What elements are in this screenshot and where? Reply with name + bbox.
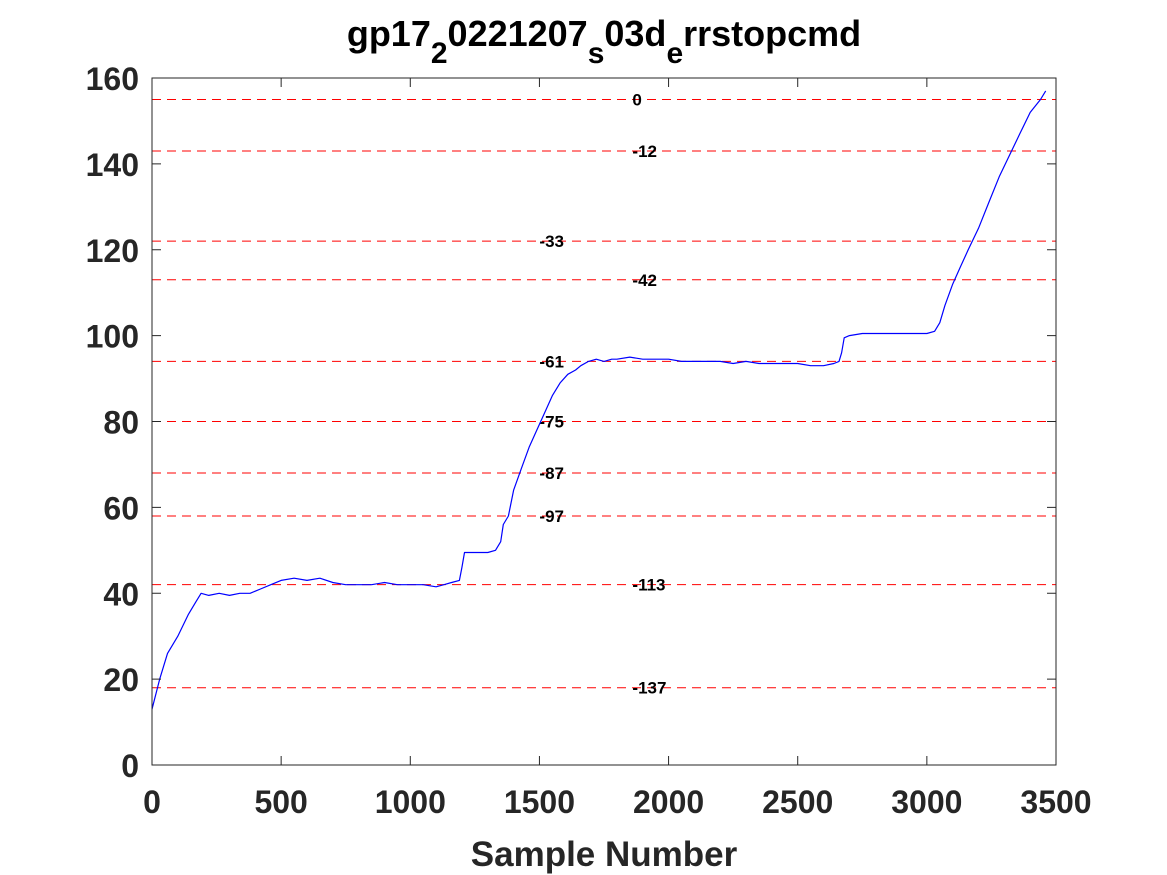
reference-line-label: 0	[632, 90, 641, 109]
title-part: 0221207	[448, 13, 588, 54]
x-tick-label: 1000	[375, 784, 446, 820]
y-tick-label: 40	[103, 576, 139, 612]
y-tick-label: 140	[86, 147, 139, 183]
chart-title: gp1720221207s03derrstopcmd	[347, 13, 861, 70]
reference-line-label: -42	[632, 271, 657, 290]
reference-line-label: -61	[539, 352, 564, 371]
title-part: 2	[431, 37, 448, 70]
reference-line-label: -75	[539, 413, 564, 432]
x-tick-label: 2500	[762, 784, 833, 820]
y-tick-label: 60	[103, 490, 139, 526]
y-tick-label: 120	[86, 233, 139, 269]
x-tick-label: 3000	[891, 784, 962, 820]
reference-line-label: -33	[539, 232, 564, 251]
title-part: rrstopcmd	[683, 13, 861, 54]
x-tick-label: 500	[254, 784, 307, 820]
x-tick-label: 3500	[1020, 784, 1091, 820]
y-axis-ticks: 0 20 40 60 80 100 120 140 160	[86, 61, 1056, 784]
title-part: s	[588, 37, 605, 70]
plot-series	[151, 90, 1047, 710]
reference-line-label: -12	[632, 142, 657, 161]
y-tick-label: 100	[86, 319, 139, 355]
x-axis-label: Sample Number	[471, 835, 738, 874]
title-part: gp17	[347, 13, 431, 54]
title-part: e	[666, 37, 683, 70]
y-tick-label: 0	[121, 748, 139, 784]
series-line	[151, 90, 1047, 710]
title-part: 03d	[604, 13, 666, 54]
reference-line-label: -87	[539, 464, 564, 483]
x-axis-ticks: 0 500 1000 1500 2000 2500 3000 3500	[143, 78, 1092, 820]
y-tick-label: 160	[86, 61, 139, 97]
reference-line-label: -113	[632, 576, 665, 595]
reference-line-label: -137	[632, 679, 666, 698]
y-tick-label: 80	[103, 405, 139, 441]
reference-line-label: -97	[539, 507, 564, 526]
x-tick-label: 0	[143, 784, 161, 820]
x-tick-label: 2000	[633, 784, 704, 820]
y-tick-label: 20	[103, 662, 139, 698]
x-tick-label: 1500	[504, 784, 575, 820]
reference-lines: 0 -12 -33 -42 -61 -75 -87 -97 -113 -137	[152, 90, 1056, 698]
